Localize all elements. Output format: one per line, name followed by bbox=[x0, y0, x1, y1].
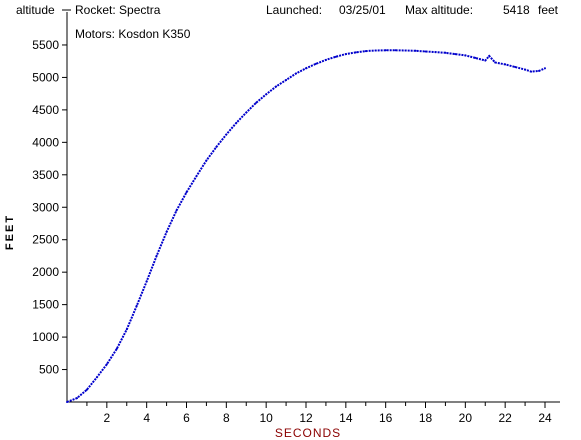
data-point bbox=[85, 388, 88, 391]
data-point bbox=[215, 145, 218, 148]
data-point bbox=[484, 59, 487, 62]
rocket-name: Rocket: Spectra bbox=[75, 3, 161, 17]
data-point bbox=[364, 50, 367, 53]
x-tick-label: 16 bbox=[379, 411, 393, 425]
data-point bbox=[66, 401, 68, 403]
data-point bbox=[324, 58, 327, 61]
x-tick-label: 2 bbox=[103, 411, 110, 425]
y-tick-label: 2500 bbox=[32, 233, 59, 247]
data-point bbox=[454, 53, 457, 56]
data-point bbox=[474, 56, 477, 59]
plot-area bbox=[66, 49, 546, 403]
y-tick-label: 2000 bbox=[32, 265, 59, 279]
data-point bbox=[434, 51, 437, 54]
y-tick-label: 500 bbox=[39, 363, 59, 377]
y-tick-label: 1500 bbox=[32, 298, 59, 312]
y-axis-label: FEET bbox=[4, 214, 16, 250]
x-tick-label: 10 bbox=[259, 411, 273, 425]
x-tick-label: 4 bbox=[143, 411, 150, 425]
max-altitude-unit: feet bbox=[538, 3, 559, 17]
data-point bbox=[225, 133, 228, 136]
data-point bbox=[394, 49, 397, 52]
data-point bbox=[544, 67, 546, 70]
y-tick-label: 3000 bbox=[32, 200, 59, 214]
data-point bbox=[444, 51, 447, 54]
motors-label: Motors: Kosdon K350 bbox=[75, 27, 191, 41]
x-tick-label: 12 bbox=[299, 411, 313, 425]
data-point bbox=[205, 159, 208, 162]
x-tick-label: 18 bbox=[419, 411, 433, 425]
data-point bbox=[344, 53, 347, 56]
max-altitude-label: Max altitude: bbox=[405, 3, 473, 17]
data-point bbox=[285, 79, 288, 81]
data-point bbox=[524, 68, 527, 71]
data-point bbox=[135, 304, 138, 307]
data-point bbox=[488, 55, 491, 57]
data-point bbox=[105, 363, 108, 366]
data-point bbox=[504, 63, 507, 66]
data-point bbox=[95, 376, 98, 379]
y-tick-label: 1000 bbox=[32, 330, 59, 344]
x-tick-label: 14 bbox=[339, 411, 353, 425]
data-point bbox=[315, 62, 317, 65]
data-point bbox=[195, 175, 198, 178]
series-label: altitude bbox=[16, 3, 55, 17]
series-line-altitude bbox=[66, 49, 546, 403]
y-tick-label: 5000 bbox=[32, 70, 59, 84]
data-point bbox=[354, 51, 357, 54]
data-point bbox=[424, 50, 427, 53]
x-tick-label: 20 bbox=[459, 411, 473, 425]
data-point bbox=[185, 191, 188, 194]
x-tick-label: 24 bbox=[538, 411, 552, 425]
data-point bbox=[275, 85, 278, 88]
x-tick-label: 8 bbox=[223, 411, 230, 425]
x-tick-label: 6 bbox=[183, 411, 190, 425]
data-point bbox=[538, 69, 540, 72]
data-point bbox=[464, 54, 467, 57]
data-point bbox=[414, 49, 417, 52]
data-point bbox=[76, 397, 78, 400]
data-point bbox=[334, 55, 337, 58]
axis-ticks: 2 4 6 8 10 12 14 16 18 20 22 2450010001500200025003… bbox=[32, 38, 552, 425]
data-point bbox=[235, 121, 238, 124]
y-tick-label: 4500 bbox=[32, 103, 59, 117]
data-point bbox=[514, 66, 517, 68]
data-point bbox=[384, 49, 387, 52]
data-point bbox=[530, 70, 533, 73]
data-point bbox=[305, 67, 307, 70]
x-axis-label: SECONDS bbox=[275, 426, 341, 440]
x-tick-label: 22 bbox=[498, 411, 512, 425]
max-altitude-value: 5418 bbox=[503, 3, 530, 17]
data-point bbox=[255, 101, 258, 104]
y-tick-label: 3500 bbox=[32, 168, 59, 182]
data-point bbox=[155, 254, 158, 257]
data-point bbox=[265, 93, 268, 96]
launched-date: 03/25/01 bbox=[339, 3, 386, 17]
data-point bbox=[115, 347, 118, 350]
data-point bbox=[175, 209, 178, 212]
data-point bbox=[374, 49, 377, 52]
data-point bbox=[125, 328, 128, 331]
y-tick-label: 4000 bbox=[32, 135, 59, 149]
data-point bbox=[404, 49, 407, 52]
data-point bbox=[295, 72, 297, 75]
launched-label: Launched: bbox=[266, 3, 322, 17]
data-point bbox=[145, 280, 148, 283]
data-point bbox=[494, 61, 497, 64]
y-tick-label: 5500 bbox=[32, 38, 59, 52]
data-point bbox=[245, 111, 248, 114]
data-point bbox=[165, 230, 168, 233]
